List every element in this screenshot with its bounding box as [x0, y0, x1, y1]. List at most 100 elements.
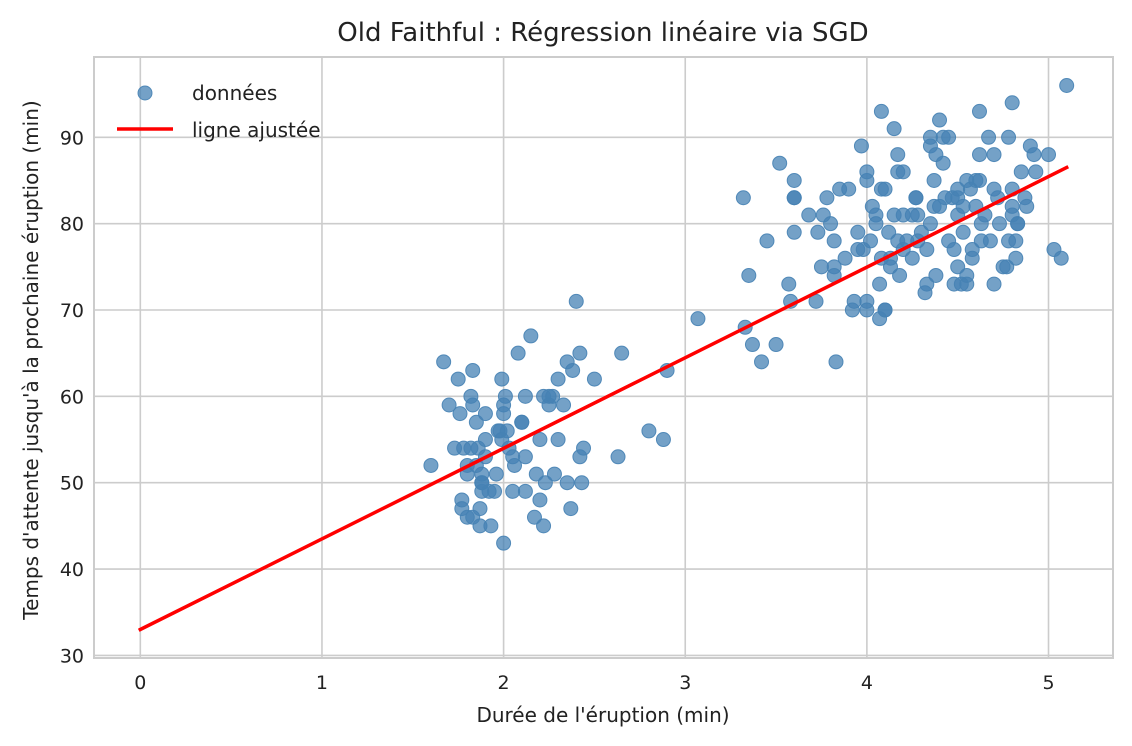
- data-point: [741, 267, 757, 283]
- data-point: [452, 406, 468, 422]
- data-point: [610, 449, 626, 465]
- data-point: [786, 190, 802, 206]
- data-point: [436, 354, 452, 370]
- data-point: [494, 371, 510, 387]
- data-point: [572, 345, 588, 361]
- data-point: [828, 354, 844, 370]
- data-point: [922, 216, 938, 232]
- data-point: [465, 397, 481, 413]
- data-point: [532, 492, 548, 508]
- data-point: [910, 207, 926, 223]
- data-point: [991, 216, 1007, 232]
- data-point: [986, 147, 1002, 163]
- data-point: [932, 112, 948, 128]
- data-point: [919, 242, 935, 258]
- data-point: [556, 397, 572, 413]
- data-point: [928, 267, 944, 283]
- data-point: [1013, 164, 1029, 180]
- data-point: [895, 164, 911, 180]
- data-point: [941, 129, 957, 145]
- data-point: [955, 198, 971, 214]
- data-point: [545, 388, 561, 404]
- data-point: [946, 242, 962, 258]
- data-point: [872, 276, 888, 292]
- legend: données ligne ajustée: [117, 81, 321, 142]
- data-point: [735, 190, 751, 206]
- data-point: [813, 259, 829, 275]
- data-point: [1026, 147, 1042, 163]
- data-point: [955, 224, 971, 240]
- data-point: [536, 518, 552, 534]
- data-point: [826, 233, 842, 249]
- data-point: [546, 466, 562, 482]
- data-point: [586, 371, 602, 387]
- data-point: [859, 164, 875, 180]
- data-point: [859, 302, 875, 318]
- data-point: [499, 423, 515, 439]
- data-point: [986, 276, 1002, 292]
- x-tick-label: 5: [1042, 672, 1054, 694]
- data-point: [510, 345, 526, 361]
- data-point: [873, 103, 889, 119]
- data-point: [1041, 147, 1057, 163]
- data-point: [1059, 77, 1075, 93]
- data-point: [523, 328, 539, 344]
- y-tick-label: 80: [60, 214, 84, 236]
- plot-frame: [93, 56, 1114, 659]
- data-point: [514, 414, 530, 430]
- data-point: [1053, 250, 1069, 266]
- data-point: [517, 449, 533, 465]
- data-point: [877, 181, 893, 197]
- data-point: [1028, 164, 1044, 180]
- data-point: [537, 475, 553, 491]
- legend-label-donnees: données: [192, 81, 277, 105]
- y-tick-label: 60: [60, 386, 84, 408]
- x-tick-label: 4: [861, 672, 873, 694]
- data-point: [483, 518, 499, 534]
- data-point: [550, 371, 566, 387]
- data-point: [810, 224, 826, 240]
- data-point: [892, 267, 908, 283]
- data-point: [971, 103, 987, 119]
- data-point: [759, 233, 775, 249]
- data-point: [576, 440, 592, 456]
- data-point: [881, 224, 897, 240]
- data-point: [853, 138, 869, 154]
- y-axis-label: Temps d'attente jusqu'à la prochaine éru…: [19, 100, 43, 620]
- data-point: [890, 147, 906, 163]
- data-point: [919, 276, 935, 292]
- data-point: [926, 172, 942, 188]
- data-point: [882, 259, 898, 275]
- data-point: [754, 354, 770, 370]
- data-points: [423, 77, 1075, 551]
- data-point: [506, 457, 522, 473]
- data-point: [841, 181, 857, 197]
- data-point: [450, 371, 466, 387]
- data-point: [999, 259, 1015, 275]
- data-point: [614, 345, 630, 361]
- data-point: [690, 311, 706, 327]
- data-point: [477, 432, 493, 448]
- data-point: [487, 483, 503, 499]
- x-tick-label: 3: [679, 672, 691, 694]
- x-tick-label: 2: [498, 672, 510, 694]
- y-tick-label: 70: [60, 300, 84, 322]
- data-point: [823, 216, 839, 232]
- x-axis-label: Durée de l'éruption (min): [476, 703, 729, 727]
- data-point: [786, 172, 802, 188]
- data-point: [982, 233, 998, 249]
- data-point: [565, 362, 581, 378]
- data-point: [863, 233, 879, 249]
- data-point: [837, 250, 853, 266]
- x-tick-label: 1: [316, 672, 328, 694]
- data-point: [981, 129, 997, 145]
- legend-label-ligne-ajustee: ligne ajustée: [192, 118, 321, 142]
- fit-lines: [137, 165, 1070, 632]
- data-point: [526, 509, 542, 525]
- data-point: [768, 337, 784, 353]
- data-point: [1008, 250, 1024, 266]
- data-point: [559, 475, 575, 491]
- data-point: [846, 293, 862, 309]
- data-point: [497, 388, 513, 404]
